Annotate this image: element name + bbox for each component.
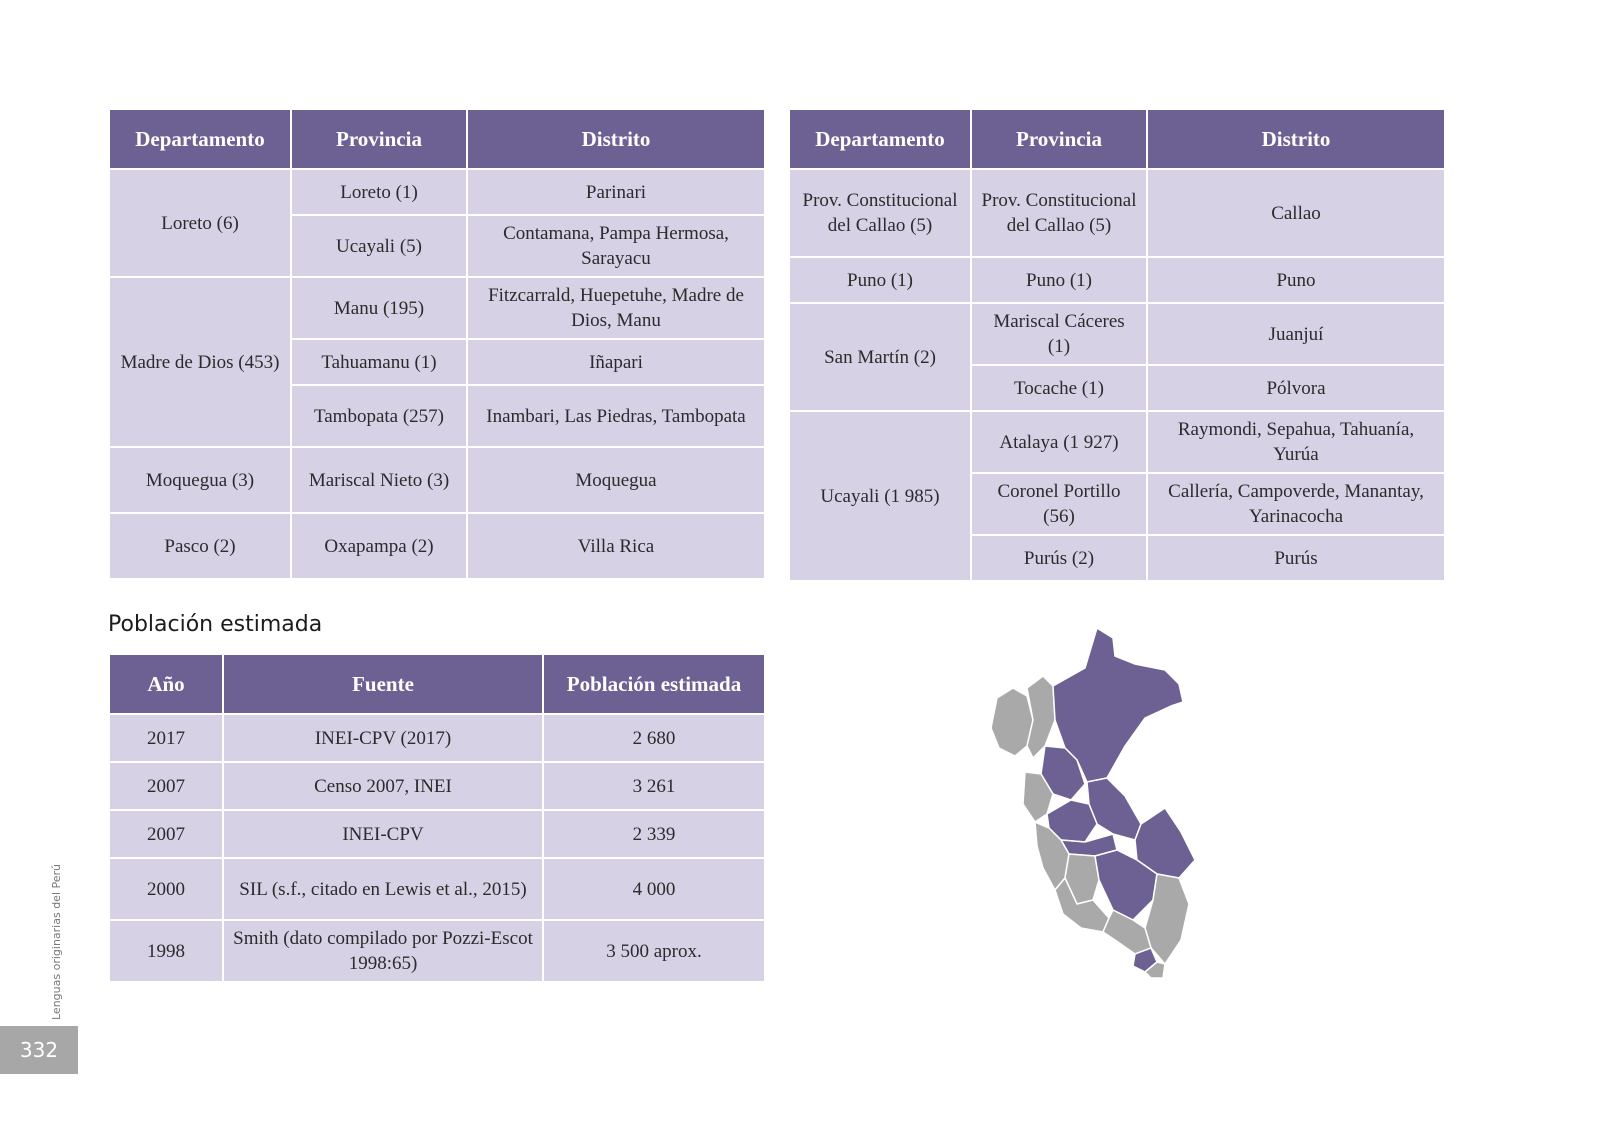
header-departamento: Departamento	[788, 108, 972, 170]
map-region-tacna	[1144, 961, 1166, 978]
page-number: 332	[0, 1026, 78, 1074]
cell-fuente: SIL (s.f., citado en Lewis et al., 2015)	[222, 857, 544, 921]
cell-departamento: Loreto (6)	[108, 168, 292, 278]
cell-distrito: Callería, Campoverde, Manantay, Yarinaco…	[1146, 472, 1446, 536]
cell-distrito: Iñapari	[466, 338, 766, 386]
population-table: Año Fuente Población estimada 2017 INEI-…	[108, 653, 766, 983]
cell-provincia: Tahuamanu (1)	[290, 338, 468, 386]
cell-distrito: Callao	[1146, 168, 1446, 258]
map-region-arequipa	[1102, 909, 1152, 955]
distribution-table-left: Departamento Provincia Distrito Loreto (…	[108, 108, 766, 580]
cell-distrito: Pólvora	[1146, 364, 1446, 412]
cell-provincia: Loreto (1)	[290, 168, 468, 216]
cell-departamento: San Martín (2)	[788, 302, 972, 412]
header-distrito: Distrito	[466, 108, 766, 170]
cell-fuente: Smith (dato compilado por Pozzi-Escot 19…	[222, 919, 544, 983]
cell-distrito: Moquegua	[466, 446, 766, 514]
cell-departamento: Pasco (2)	[108, 512, 292, 580]
cell-poblacion: 3 261	[542, 761, 766, 811]
cell-distrito: Purús	[1146, 534, 1446, 582]
cell-fuente: INEI-CPV	[222, 809, 544, 859]
cell-provincia: Manu (195)	[290, 276, 468, 340]
header-distrito: Distrito	[1146, 108, 1446, 170]
table-row: 2007 INEI-CPV 2 339	[108, 809, 766, 859]
cell-departamento: Madre de Dios (453)	[108, 276, 292, 448]
book-title-vertical: Lenguas originarias del Perú	[50, 863, 63, 1020]
cell-provincia: Mariscal Cáceres (1)	[970, 302, 1148, 366]
cell-provincia: Ucayali (5)	[290, 214, 468, 278]
cell-provincia: Coronel Portillo (56)	[970, 472, 1148, 536]
table-row: 2017 INEI-CPV (2017) 2 680	[108, 713, 766, 763]
header-anio: Año	[108, 653, 224, 715]
cell-provincia: Mariscal Nieto (3)	[290, 446, 468, 514]
cell-distrito: Villa Rica	[466, 512, 766, 580]
cell-anio: 2000	[108, 857, 224, 921]
cell-departamento: Moquegua (3)	[108, 446, 292, 514]
cell-anio: 2007	[108, 761, 224, 811]
cell-distrito: Puno	[1146, 256, 1446, 304]
cell-provincia: Tocache (1)	[970, 364, 1148, 412]
cell-distrito: Inambari, Las Piedras, Tambopata	[466, 384, 766, 448]
cell-provincia: Puno (1)	[970, 256, 1148, 304]
cell-anio: 1998	[108, 919, 224, 983]
cell-distrito: Raymondi, Sepahua, Tahuanía, Yurúa	[1146, 410, 1446, 474]
cell-anio: 2007	[108, 809, 224, 859]
cell-poblacion: 3 500 aprox.	[542, 919, 766, 983]
cell-provincia: Prov. Constitucional del Callao (5)	[970, 168, 1148, 258]
cell-provincia: Purús (2)	[970, 534, 1148, 582]
peru-map	[990, 628, 1196, 978]
cell-fuente: Censo 2007, INEI	[222, 761, 544, 811]
cell-provincia: Atalaya (1 927)	[970, 410, 1148, 474]
cell-provincia: Oxapampa (2)	[290, 512, 468, 580]
cell-distrito: Juanjuí	[1146, 302, 1446, 366]
cell-distrito: Fitzcarrald, Huepetuhe, Madre de Dios, M…	[466, 276, 766, 340]
cell-departamento: Prov. Constitucional del Callao (5)	[788, 168, 972, 258]
header-poblacion: Población estimada	[542, 653, 766, 715]
map-region-ucayali	[1086, 777, 1142, 841]
cell-departamento: Puno (1)	[788, 256, 972, 304]
table-row: 2007 Censo 2007, INEI 3 261	[108, 761, 766, 811]
header-fuente: Fuente	[222, 653, 544, 715]
header-departamento: Departamento	[108, 108, 292, 170]
cell-poblacion: 2 680	[542, 713, 766, 763]
cell-departamento: Ucayali (1 985)	[788, 410, 972, 582]
table-row: 1998 Smith (dato compilado por Pozzi-Esc…	[108, 919, 766, 983]
cell-poblacion: 4 000	[542, 857, 766, 921]
cell-distrito: Contamana, Pampa Hermosa, Sarayacu	[466, 214, 766, 278]
cell-provincia: Tambopata (257)	[290, 384, 468, 448]
cell-poblacion: 2 339	[542, 809, 766, 859]
distribution-table-right: Departamento Provincia Distrito Prov. Co…	[788, 108, 1446, 582]
cell-fuente: INEI-CPV (2017)	[222, 713, 544, 763]
cell-distrito: Parinari	[466, 168, 766, 216]
table-row: 2000 SIL (s.f., citado en Lewis et al., …	[108, 857, 766, 921]
header-provincia: Provincia	[290, 108, 468, 170]
population-heading: Población estimada	[108, 612, 323, 637]
cell-anio: 2017	[108, 713, 224, 763]
header-provincia: Provincia	[970, 108, 1148, 170]
